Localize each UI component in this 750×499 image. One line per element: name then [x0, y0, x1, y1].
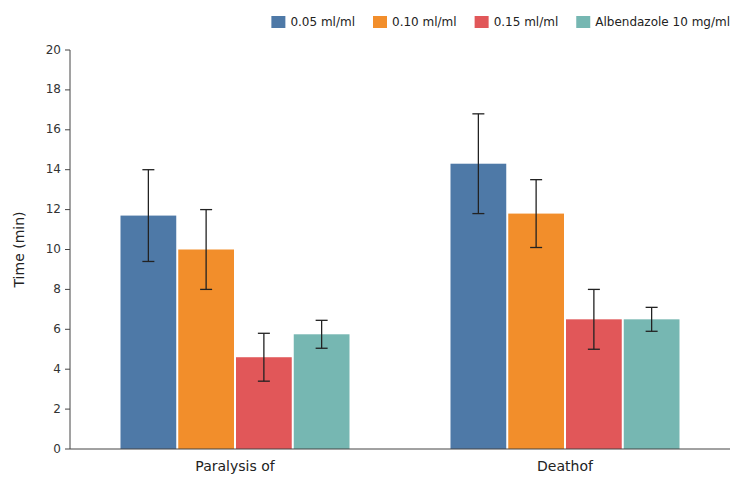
- error-line: [263, 333, 264, 381]
- error-bar: [316, 320, 328, 348]
- y-tick: [65, 329, 70, 330]
- legend: 0.05 ml/ml 0.10 ml/ml 0.15 ml/ml Albendazol…: [271, 15, 730, 29]
- error-cap: [258, 333, 270, 334]
- error-bar: [646, 307, 658, 331]
- y-tick-label: 12: [46, 202, 61, 216]
- legend-label: 0.15 ml/ml: [494, 15, 559, 29]
- error-cap: [588, 349, 600, 350]
- error-cap: [316, 320, 328, 321]
- series: [236, 289, 622, 449]
- bar: [624, 319, 680, 449]
- y-axis-line: [70, 50, 71, 449]
- chart-svg: 0 2 4 6 8 10 12 14 16 18 20 Time (min) Paralysis of D…: [0, 0, 750, 499]
- y-tick-label: 0: [53, 442, 61, 456]
- error-bar: [142, 170, 154, 262]
- y-tick: [65, 129, 70, 130]
- legend-swatch: [576, 16, 590, 28]
- error-line: [148, 170, 149, 262]
- y-axis-label: Time (min): [11, 211, 27, 288]
- legend-item: 0.15 ml/ml: [475, 15, 559, 29]
- legend-item: 0.10 ml/ml: [373, 15, 457, 29]
- y-tick-label: 16: [46, 122, 61, 136]
- error-cap: [316, 348, 328, 349]
- error-cap: [646, 331, 658, 332]
- chart-container: 0 2 4 6 8 10 12 14 16 18 20 Time (min) Paralysis of D…: [0, 0, 750, 499]
- error-line: [535, 180, 536, 248]
- y-tick: [65, 209, 70, 210]
- error-cap: [530, 179, 542, 180]
- x-tick-label: Paralysis of: [195, 458, 275, 474]
- error-bar: [530, 180, 542, 248]
- series: [178, 180, 564, 449]
- y-axis: 0 2 4 6 8 10 12 14 16 18 20: [46, 43, 70, 456]
- y-tick: [65, 369, 70, 370]
- bar: [508, 214, 564, 449]
- x-axis-line: [70, 449, 730, 450]
- error-cap: [588, 289, 600, 290]
- error-cap: [530, 247, 542, 248]
- error-bar: [200, 210, 212, 290]
- error-bar: [588, 289, 600, 349]
- y-tick-label: 14: [46, 162, 61, 176]
- error-line: [593, 289, 594, 349]
- y-tick: [65, 409, 70, 410]
- error-cap: [472, 113, 484, 114]
- error-line: [651, 307, 652, 331]
- y-tick-label: 10: [46, 242, 61, 256]
- series: [121, 114, 507, 449]
- error-line: [205, 210, 206, 290]
- error-cap: [472, 213, 484, 214]
- x-tick-label: Deathof: [537, 458, 594, 474]
- legend-label: Albendazole 10 mg/ml: [595, 15, 730, 29]
- legend-swatch: [475, 16, 489, 28]
- y-tick-label: 2: [53, 402, 61, 416]
- error-bar: [472, 114, 484, 214]
- error-cap: [258, 381, 270, 382]
- legend-swatch: [373, 16, 387, 28]
- error-cap: [142, 169, 154, 170]
- error-bar: [258, 333, 270, 381]
- error-cap: [646, 307, 658, 308]
- legend-label: 0.10 ml/ml: [392, 15, 457, 29]
- bar: [294, 334, 350, 449]
- y-tick-label: 6: [53, 322, 61, 336]
- y-tick: [65, 50, 70, 51]
- error-line: [478, 114, 479, 214]
- y-tick: [65, 449, 70, 450]
- error-line: [321, 320, 322, 348]
- y-tick: [65, 169, 70, 170]
- y-tick-label: 8: [53, 282, 61, 296]
- plot-area: [121, 114, 680, 449]
- error-cap: [142, 261, 154, 262]
- y-tick-label: 4: [53, 362, 61, 376]
- error-cap: [200, 289, 212, 290]
- y-tick-label: 20: [46, 43, 61, 57]
- legend-item: 0.05 ml/ml: [271, 15, 355, 29]
- error-cap: [200, 209, 212, 210]
- x-axis: Paralysis of Deathof: [70, 449, 730, 474]
- y-tick: [65, 249, 70, 250]
- legend-swatch: [271, 16, 285, 28]
- series: [294, 307, 680, 449]
- y-tick-label: 18: [46, 82, 61, 96]
- y-tick: [65, 289, 70, 290]
- legend-item: Albendazole 10 mg/ml: [576, 15, 730, 29]
- y-tick: [65, 89, 70, 90]
- legend-label: 0.05 ml/ml: [290, 15, 355, 29]
